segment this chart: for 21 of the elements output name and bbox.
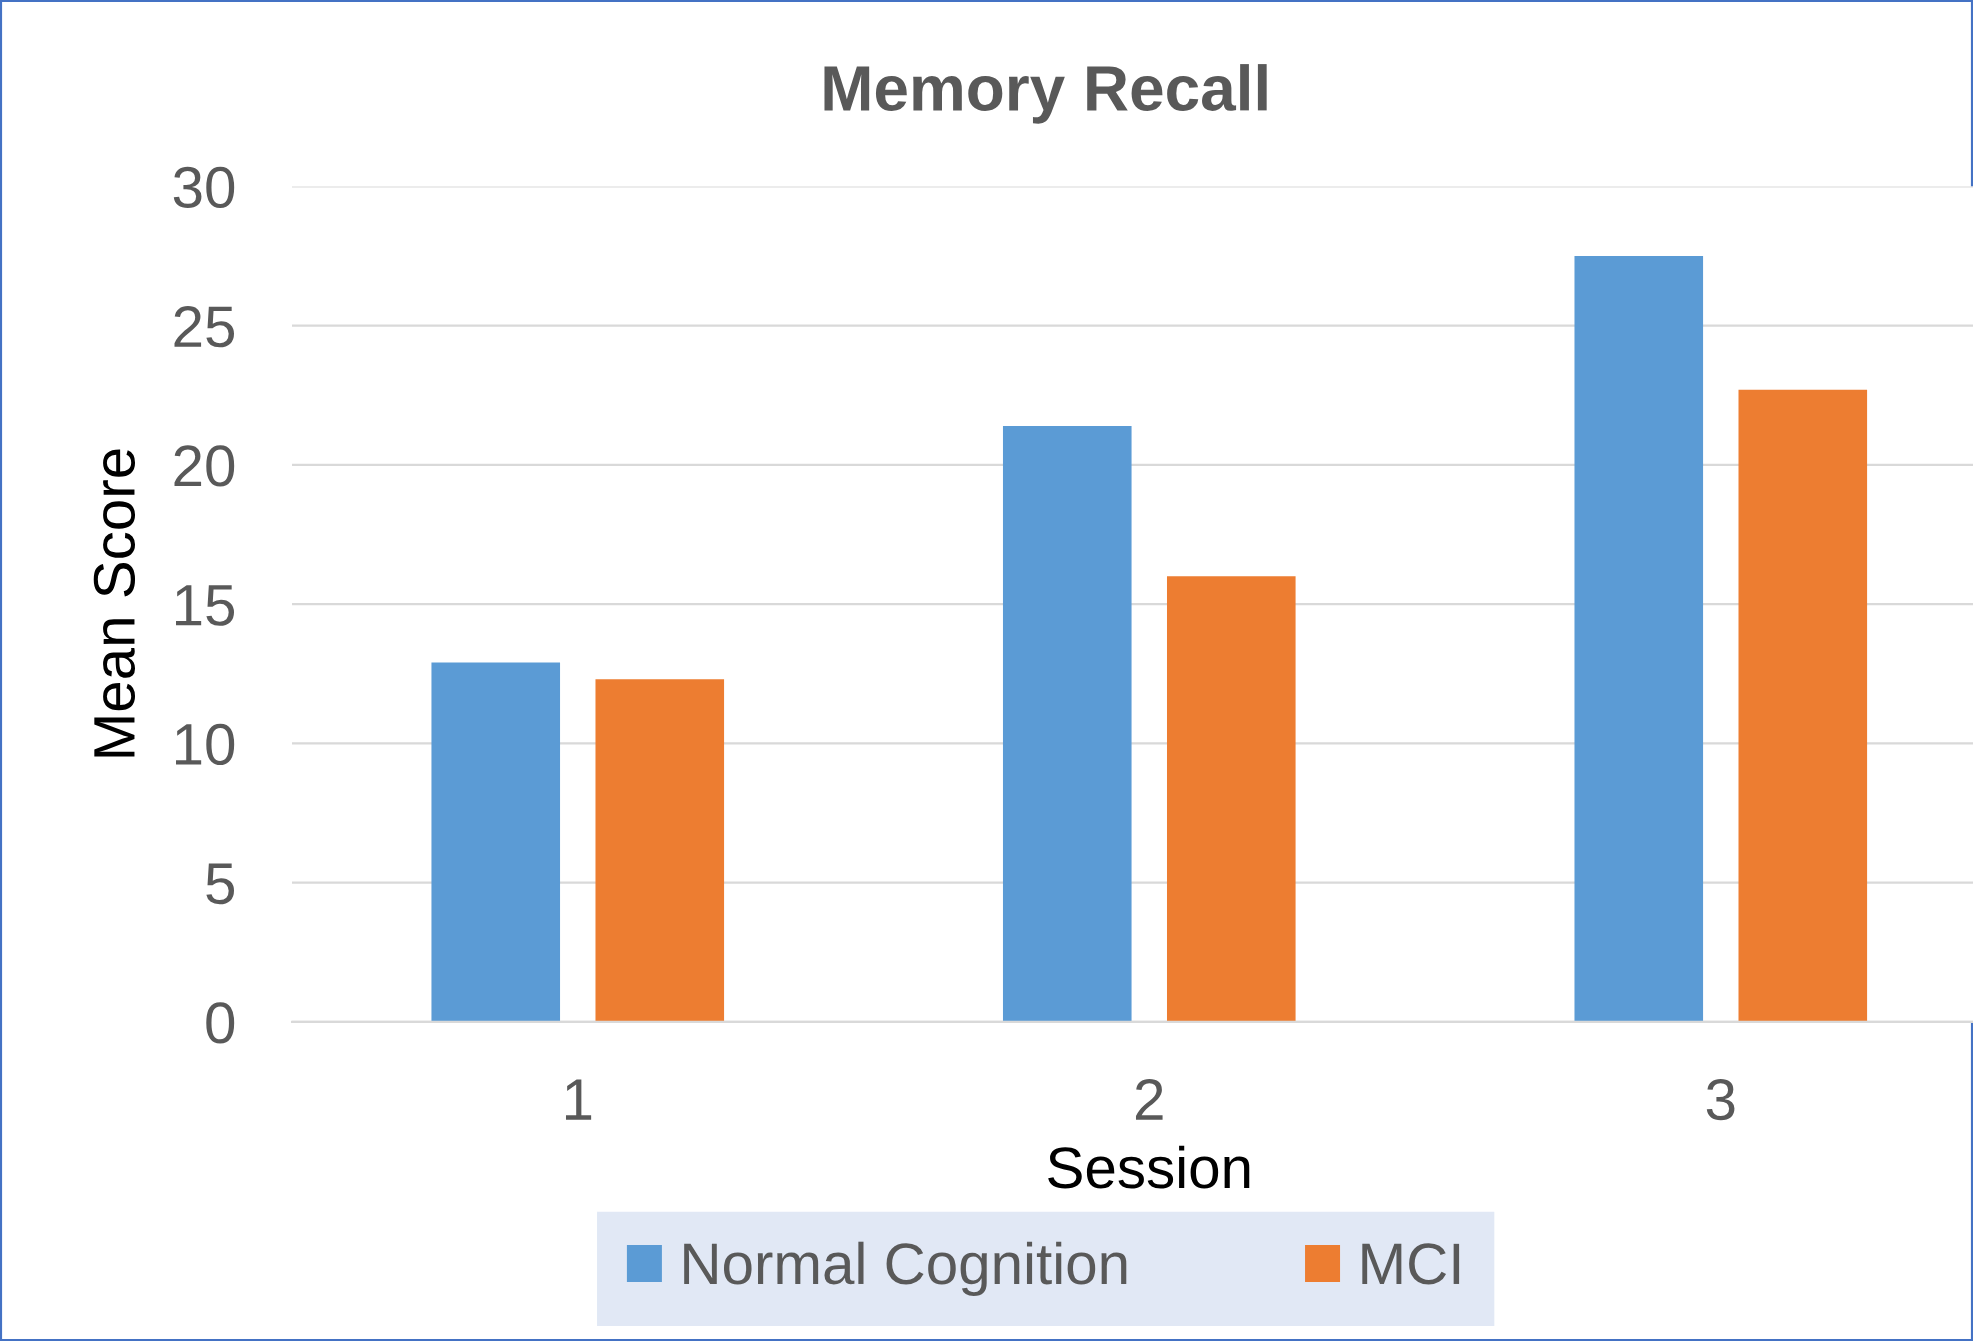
chart-title: Memory Recall [824, 64, 1267, 124]
y-tick-label: 30 [173, 166, 235, 209]
y-tick-label: 20 [174, 445, 235, 487]
y-tick-label: 0 [206, 1002, 235, 1044]
y-tick-label: 15 [176, 585, 235, 626]
y-tick-label: 10 [176, 723, 235, 766]
y-tick-label: 25 [174, 306, 235, 348]
y-tick-label: 5 [206, 863, 235, 905]
x-tick-label: 3 [1706, 1078, 1735, 1121]
x-tick-label: 1 [565, 1079, 592, 1120]
legend-label: Normal Cognition [684, 1241, 1127, 1297]
x-tick-label: 2 [1135, 1078, 1163, 1120]
bar [1574, 256, 1704, 1022]
bar [595, 679, 725, 1022]
bar [1002, 425, 1132, 1022]
legend-label: MCI [1362, 1243, 1460, 1285]
bar [1166, 576, 1296, 1022]
y-axis-title: Mean Score [93, 449, 136, 757]
bar [431, 662, 561, 1022]
bar [1738, 389, 1868, 1022]
x-axis-title: Session [1048, 1145, 1250, 1189]
